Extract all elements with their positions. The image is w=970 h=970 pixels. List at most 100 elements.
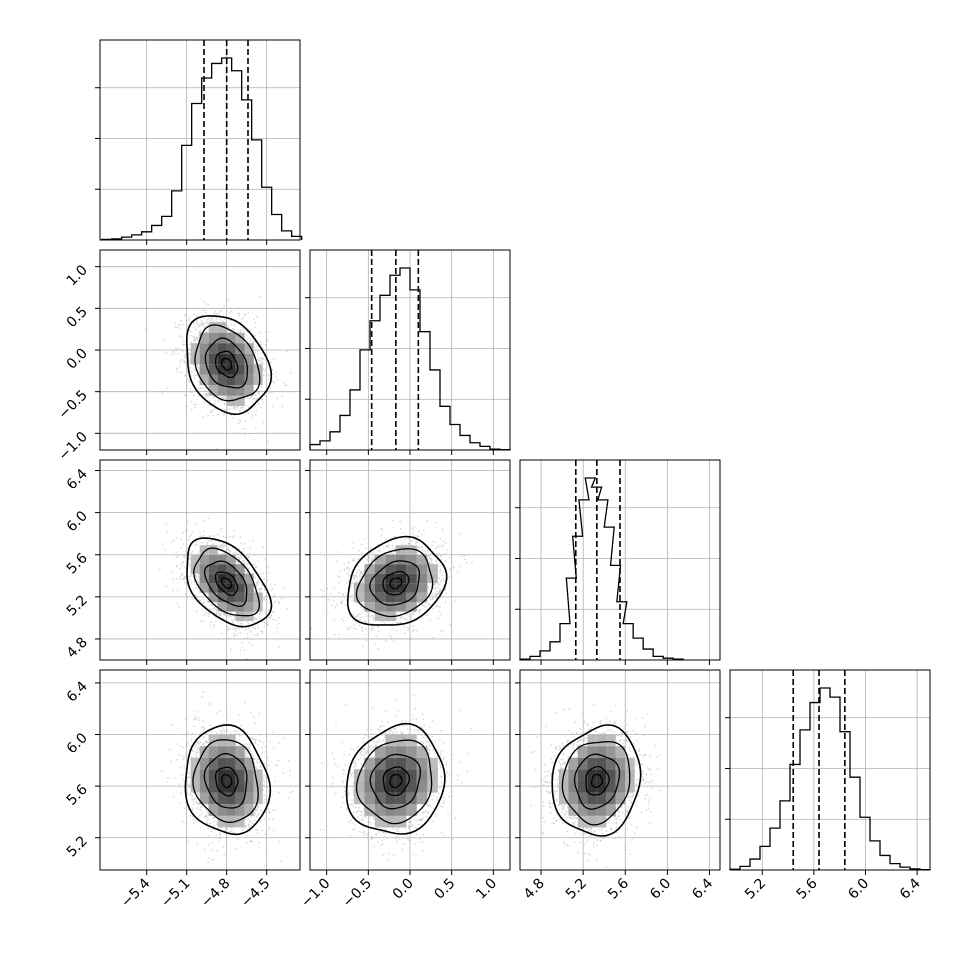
scatter-point bbox=[375, 634, 378, 637]
scatter-point bbox=[391, 628, 393, 630]
scatter-point bbox=[234, 627, 237, 630]
scatter-point bbox=[205, 612, 208, 615]
scatter-point bbox=[215, 447, 218, 450]
scatter-point bbox=[412, 630, 414, 633]
scatter-point bbox=[349, 626, 351, 628]
scatter-point bbox=[354, 637, 356, 640]
scatter-point bbox=[244, 428, 247, 430]
scatter-point bbox=[218, 638, 221, 640]
scatter-point bbox=[262, 546, 265, 549]
scatter-point bbox=[254, 414, 257, 416]
y-tick-label: −1.0 bbox=[55, 429, 90, 464]
scatter-point bbox=[361, 630, 364, 632]
scatter-point bbox=[184, 593, 187, 596]
scatter-point bbox=[272, 618, 274, 621]
scatter-point bbox=[342, 619, 345, 622]
scatter-point bbox=[249, 546, 252, 549]
scatter-panel bbox=[305, 459, 511, 665]
scatter-point bbox=[244, 313, 247, 316]
scatter-point bbox=[390, 638, 392, 640]
scatter-point bbox=[381, 528, 384, 531]
scatter-point bbox=[415, 630, 418, 632]
scatter-point bbox=[270, 361, 272, 364]
scatter-point bbox=[246, 636, 249, 639]
scatter-point bbox=[242, 316, 245, 319]
scatter-point bbox=[189, 315, 192, 318]
scatter-point bbox=[253, 634, 256, 636]
scatter-point bbox=[240, 542, 242, 545]
scatter-point bbox=[256, 566, 258, 568]
scatter-point bbox=[251, 416, 254, 419]
scatter-point bbox=[179, 567, 182, 570]
scatter-point bbox=[215, 620, 217, 623]
scatter-point bbox=[175, 368, 178, 370]
scatter-point bbox=[244, 628, 247, 631]
scatter-point bbox=[179, 327, 181, 330]
scatter-point bbox=[217, 313, 220, 315]
scatter-point bbox=[237, 628, 240, 631]
scatter-point bbox=[201, 387, 204, 390]
y-tick-label: 4.8 bbox=[64, 634, 91, 661]
scatter-point bbox=[268, 616, 270, 619]
scatter-point bbox=[200, 620, 202, 622]
scatter-point bbox=[185, 405, 187, 407]
scatter-point bbox=[377, 630, 380, 632]
scatter-point bbox=[255, 427, 257, 430]
scatter-point bbox=[159, 568, 161, 570]
scatter-point bbox=[263, 578, 265, 580]
scatter-point bbox=[182, 561, 184, 564]
scatter-point bbox=[272, 373, 274, 376]
scatter-point bbox=[211, 409, 214, 411]
scatter-point bbox=[145, 329, 147, 331]
scatter-point bbox=[184, 566, 186, 569]
scatter-point bbox=[177, 347, 180, 349]
scatter-point bbox=[173, 352, 176, 355]
scatter-point bbox=[341, 599, 344, 602]
scatter-point bbox=[374, 643, 377, 646]
scatter-point bbox=[400, 527, 402, 530]
scatter-point bbox=[264, 622, 267, 625]
scatter-point bbox=[218, 311, 221, 313]
scatter-point bbox=[176, 564, 179, 567]
scatter-point bbox=[247, 412, 250, 415]
scatter-point bbox=[239, 649, 242, 652]
scatter-point bbox=[230, 310, 233, 312]
scatter-point bbox=[273, 595, 276, 597]
scatter-point bbox=[194, 522, 197, 525]
scatter-point bbox=[248, 641, 251, 644]
scatter-point bbox=[184, 314, 187, 317]
scatter-point bbox=[260, 406, 263, 409]
scatter-point bbox=[166, 387, 169, 390]
scatter-point bbox=[276, 397, 279, 400]
scatter-point bbox=[205, 311, 207, 314]
scatter-point bbox=[215, 313, 218, 315]
scatter-point bbox=[355, 628, 357, 631]
scatter-point bbox=[237, 307, 240, 309]
scatter-point bbox=[445, 542, 447, 545]
scatter-point bbox=[213, 312, 216, 315]
scatter-point bbox=[221, 632, 224, 635]
scatter-point bbox=[175, 551, 178, 554]
y-tick-label: 5.6 bbox=[64, 550, 91, 577]
scatter-point bbox=[228, 627, 231, 630]
scatter-point bbox=[444, 552, 447, 555]
scatter-point bbox=[216, 533, 219, 536]
scatter-point bbox=[208, 535, 211, 537]
scatter-point bbox=[176, 602, 179, 605]
scatter-point bbox=[231, 417, 234, 420]
scatter-point bbox=[179, 360, 182, 363]
scatter-point bbox=[449, 623, 452, 626]
scatter-point bbox=[267, 565, 270, 568]
scatter-point bbox=[179, 578, 182, 581]
scatter-point bbox=[227, 637, 230, 640]
scatter-point bbox=[371, 627, 374, 630]
scatter-point bbox=[252, 627, 255, 630]
scatter-point bbox=[250, 631, 253, 633]
scatter-point bbox=[195, 610, 198, 613]
scatter-point bbox=[434, 521, 437, 524]
scatter-point bbox=[255, 409, 258, 412]
scatter-point bbox=[258, 295, 261, 298]
scatter-point bbox=[246, 553, 249, 556]
scatter-point bbox=[239, 632, 242, 634]
